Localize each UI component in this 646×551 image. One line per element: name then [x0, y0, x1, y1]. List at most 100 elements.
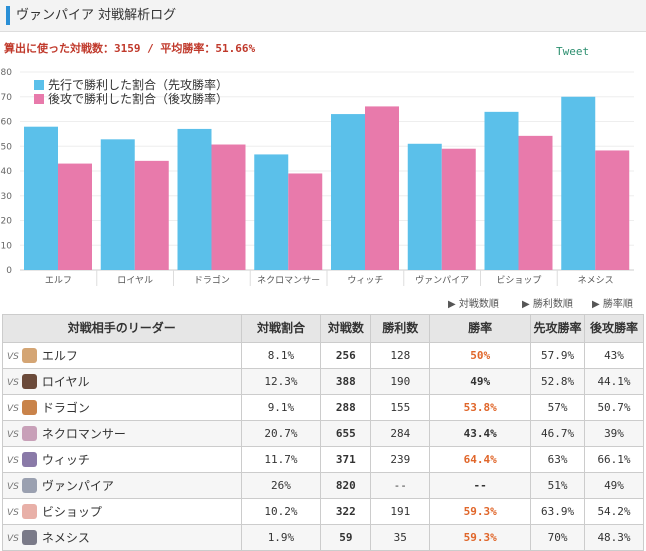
table-row: VS ウィッチ 11.7% 371 239 64.4% 63% 66.1%	[2, 446, 644, 473]
summary-stats: 算出に使った対戦数：3159 / 平均勝率：51.66%	[4, 42, 256, 55]
x-tick-label: ビショップ	[496, 275, 541, 286]
wins-cell: 35	[370, 524, 431, 551]
x-tick-label: ヴァンパイア	[415, 274, 469, 286]
share-cell: 12.3%	[240, 368, 322, 395]
vs-label: VS	[7, 404, 19, 414]
table-row: VS ネメシス 1.9% 59 35 59.3% 70% 48.3%	[2, 524, 644, 551]
y-tick-label: 20	[1, 217, 13, 227]
share-cell: 11.7%	[240, 446, 322, 473]
bar	[177, 128, 212, 270]
bar	[561, 96, 596, 270]
share-cell: 26%	[240, 472, 322, 499]
second-cell: 44.1%	[584, 368, 644, 395]
wins-cell: 128	[370, 342, 431, 369]
rate-cell: 59.3%	[429, 498, 532, 525]
second-cell: 39%	[584, 420, 644, 447]
y-tick-label: 40	[1, 167, 13, 177]
battles-cell: 322	[320, 498, 372, 525]
leader-avatar-icon	[21, 452, 37, 467]
first-cell: 46.7%	[530, 420, 586, 447]
vs-label: VS	[7, 482, 19, 492]
leader-name: ドラゴン	[41, 401, 90, 415]
x-tick-label: ネクロマンサー	[257, 275, 320, 286]
col-header-second[interactable]: 後攻勝率	[584, 314, 644, 343]
y-tick-label: 50	[1, 142, 13, 152]
first-cell: 57%	[530, 394, 586, 421]
sort-by-wins-link[interactable]: ▶ 勝利数順	[522, 299, 573, 310]
battles-cell: 371	[320, 446, 372, 473]
leader-avatar-icon	[21, 400, 37, 415]
col-header-rate[interactable]: 勝率	[429, 314, 532, 343]
vs-label: VS	[7, 508, 19, 518]
leader-cell: VS ビショップ	[2, 498, 242, 525]
first-cell: 63%	[530, 446, 586, 473]
table-row: VS エルフ 8.1% 256 128 50% 57.9% 43%	[2, 342, 644, 369]
col-header-wins[interactable]: 勝利数	[370, 314, 431, 343]
leader-avatar-icon	[21, 478, 37, 493]
second-cell: 49%	[584, 472, 644, 499]
battles-cell: 388	[320, 368, 372, 395]
leader-cell: VS ドラゴン	[2, 394, 242, 421]
y-tick-label: 70	[1, 93, 13, 103]
share-cell: 10.2%	[240, 498, 322, 525]
col-header-share[interactable]: 対戦割合	[240, 314, 322, 343]
bar	[484, 111, 519, 270]
tweet-button[interactable]: Tweet	[556, 45, 590, 58]
vs-label: VS	[7, 430, 19, 440]
leader-cell: VS ウィッチ	[2, 446, 242, 473]
col-header-battles[interactable]: 対戦数	[320, 314, 372, 343]
wins-cell: 190	[370, 368, 431, 395]
second-cell: 48.3%	[584, 524, 644, 551]
share-cell: 9.1%	[240, 394, 322, 421]
share-cell: 8.1%	[240, 342, 322, 369]
share-cell: 1.9%	[240, 524, 322, 551]
col-header-first[interactable]: 先攻勝率	[530, 314, 586, 343]
rate-cell: 49%	[429, 368, 532, 395]
first-cell: 57.9%	[530, 342, 586, 369]
leader-cell: VS エルフ	[2, 342, 242, 369]
first-cell: 70%	[530, 524, 586, 551]
page-header: ヴァンパイア 対戦解析ログ	[0, 0, 646, 32]
rate-cell: 53.8%	[429, 394, 532, 421]
first-cell: 51%	[530, 472, 586, 499]
second-cell: 54.2%	[584, 498, 644, 525]
col-header-leader[interactable]: 対戦相手のリーダー	[2, 314, 242, 343]
y-tick-label: 0	[6, 266, 12, 276]
wins-cell: 155	[370, 394, 431, 421]
leader-name: エルフ	[41, 349, 78, 363]
table-row: VS ロイヤル 12.3% 388 190 49% 52.8% 44.1%	[2, 368, 644, 395]
bar	[288, 173, 323, 270]
legend-label: 先行で勝利した割合（先攻勝率）	[48, 77, 228, 92]
leader-cell: VS ヴァンパイア	[2, 472, 242, 499]
bar	[24, 126, 58, 270]
legend-swatch	[34, 80, 44, 90]
bar	[518, 135, 553, 270]
sort-by-battles-link[interactable]: ▶ 対戦数順	[448, 299, 499, 310]
bar	[211, 144, 246, 270]
rate-cell: 64.4%	[429, 446, 532, 473]
bar	[441, 148, 476, 270]
table-header-row: 対戦相手のリーダー 対戦割合 対戦数 勝利数 勝率 先攻勝率 後攻勝率	[2, 314, 644, 343]
x-tick-label: ネメシス	[578, 275, 614, 286]
leader-name: ヴァンパイア	[41, 479, 114, 493]
leader-name: ウィッチ	[41, 453, 90, 467]
bar	[595, 150, 630, 270]
legend-label: 後攻で勝利した割合（後攻勝率）	[48, 91, 228, 106]
battles-cell: 59	[320, 524, 372, 551]
wins-cell: 191	[370, 498, 431, 525]
table-row: VS ヴァンパイア 26% 820 -- -- 51% 49%	[2, 472, 644, 499]
leader-cell: VS ネメシス	[2, 524, 242, 551]
first-cell: 63.9%	[530, 498, 586, 525]
leader-name: ネメシス	[41, 531, 90, 545]
rate-cell: --	[429, 472, 532, 499]
leader-name: ビショップ	[41, 505, 102, 519]
sort-by-rate-link[interactable]: ▶ 勝率順	[592, 299, 633, 310]
second-cell: 43%	[584, 342, 644, 369]
wins-cell: 284	[370, 420, 431, 447]
bar	[407, 143, 442, 270]
page-title: ヴァンパイア 対戦解析ログ	[16, 8, 177, 23]
leader-cell: VS ロイヤル	[2, 368, 242, 395]
legend-swatch	[34, 94, 44, 104]
vs-label: VS	[7, 352, 19, 362]
second-cell: 50.7%	[584, 394, 644, 421]
